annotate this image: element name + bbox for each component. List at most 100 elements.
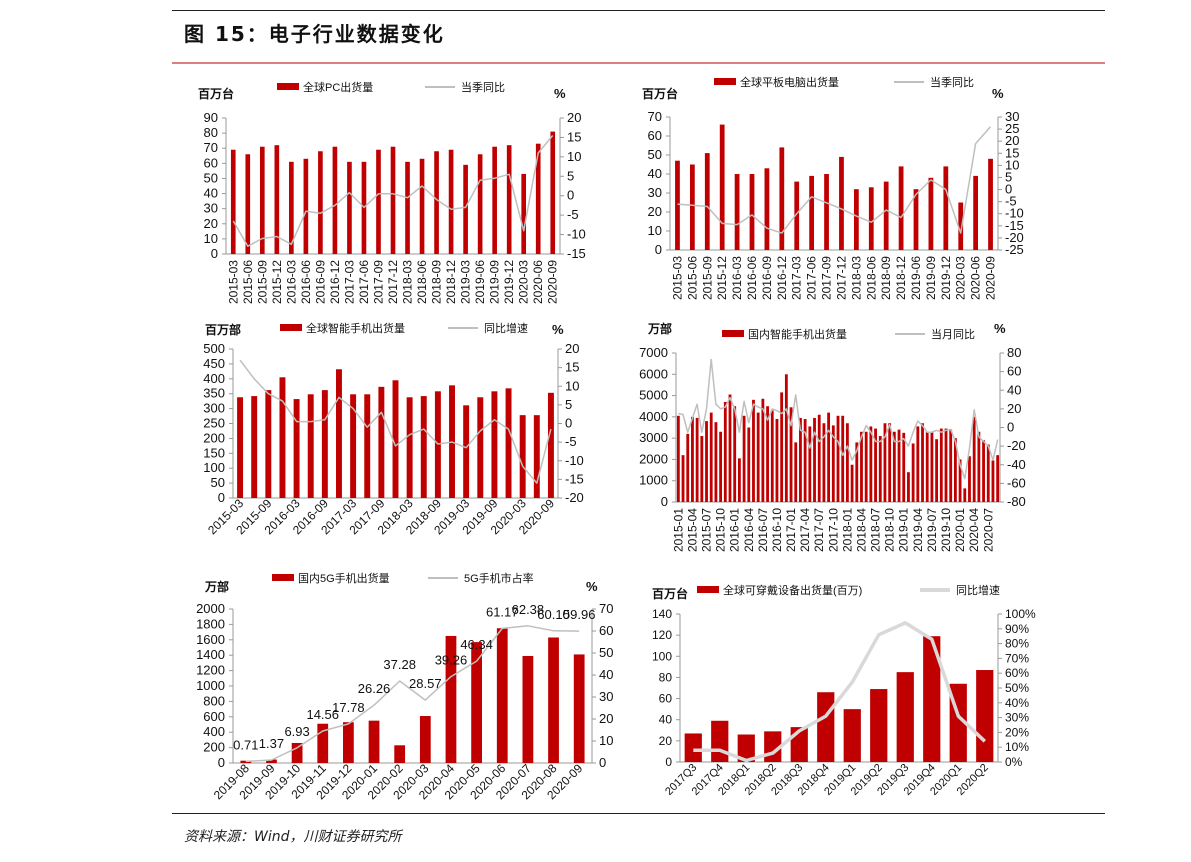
data-label: 46.34 — [460, 637, 493, 652]
bar — [799, 417, 802, 502]
bar — [681, 455, 685, 502]
right-tick-label: 0 — [567, 188, 574, 203]
line-series — [232, 135, 554, 247]
x-tick-label: 2017-09 — [820, 256, 834, 300]
bar — [265, 390, 272, 498]
left-tick-label: 600 — [203, 709, 225, 724]
x-tick-label: 2020-01 — [953, 508, 967, 552]
right-tick-label: 5 — [1005, 169, 1012, 184]
right-tick-label: 80 — [1007, 345, 1021, 360]
bar — [684, 733, 702, 762]
bar — [836, 415, 840, 502]
bar — [817, 692, 835, 762]
x-tick-label: 2019-10 — [939, 508, 953, 552]
right-tick-label: 50 — [599, 645, 613, 660]
x-tick-label: 2017-03 — [342, 260, 356, 304]
left-tick-label: 0 — [218, 755, 225, 770]
bar — [869, 426, 873, 502]
bar — [780, 392, 784, 502]
bar — [521, 173, 527, 254]
x-tick-label: 2020-09 — [546, 260, 560, 304]
x-tick-label: 2015-03 — [226, 260, 240, 304]
x-tick-label: 2015-07 — [700, 508, 714, 552]
right-unit: % — [552, 322, 564, 337]
left-tick-label: 90 — [204, 110, 218, 125]
bar — [434, 151, 439, 254]
legend-bar-swatch — [280, 324, 302, 331]
bar — [982, 440, 985, 502]
right-tick-label: -5 — [567, 207, 579, 222]
right-tick-label: 10 — [599, 733, 613, 748]
right-tick-label: -10 — [1005, 206, 1024, 221]
bar — [843, 709, 861, 762]
right-tick-label: 15 — [567, 129, 581, 144]
bar — [419, 716, 431, 763]
x-tick-label: 2017-03 — [790, 256, 804, 300]
bar — [839, 156, 844, 250]
right-tick-label: 20 — [567, 110, 581, 125]
left-tick-label: 0 — [211, 246, 218, 261]
right-tick-label: 20 — [599, 711, 613, 726]
left-tick-label: 250 — [203, 416, 225, 431]
bar — [925, 431, 929, 502]
right-tick-label: -10 — [567, 227, 586, 242]
bar — [775, 418, 779, 502]
bar — [761, 398, 765, 502]
bar — [958, 459, 962, 502]
legend-bar-label: 全球PC出货量 — [303, 80, 373, 94]
x-tick-label: 2017-04 — [798, 508, 812, 552]
left-tick-label: 0 — [655, 242, 662, 257]
bar — [817, 414, 821, 502]
right-tick-label: 15 — [1005, 145, 1019, 160]
legend-bar-swatch — [714, 78, 736, 85]
x-tick-label: 2016-12 — [328, 260, 342, 304]
bar — [714, 422, 718, 502]
bar — [492, 146, 497, 254]
bar — [471, 642, 482, 763]
data-label: 14.56 — [306, 707, 339, 722]
bar — [977, 431, 981, 502]
bar — [321, 390, 328, 498]
bar — [364, 394, 371, 498]
bar — [405, 161, 410, 254]
x-tick-label: 2020-06 — [969, 256, 983, 300]
bar — [317, 723, 329, 763]
right-tick-label: -60 — [1007, 475, 1026, 490]
left-tick-label: 0 — [661, 494, 668, 509]
bar — [808, 426, 812, 502]
left-tick-label: 50 — [648, 147, 662, 162]
bar — [709, 412, 713, 502]
left-tick-label: 10 — [204, 231, 218, 246]
x-tick-label: 2020-04 — [967, 508, 981, 552]
x-tick-label: 2016-09 — [760, 256, 774, 300]
right-tick-label: -40 — [1007, 457, 1026, 472]
bar — [749, 174, 755, 250]
data-label: 26.26 — [358, 681, 391, 696]
left-tick-label: 1600 — [196, 632, 225, 647]
bar — [723, 401, 727, 502]
x-tick-label: 2019-09 — [924, 256, 938, 300]
bar — [888, 423, 892, 502]
left-tick-label: 100 — [652, 649, 672, 663]
bar — [307, 394, 314, 498]
left-tick-label: 1000 — [196, 678, 225, 693]
bar — [548, 637, 559, 763]
bar — [689, 164, 695, 250]
x-tick-label: 2018-09 — [879, 256, 893, 300]
right-tick-label: 70% — [1005, 651, 1029, 665]
bar — [928, 177, 934, 250]
left-tick-label: 60 — [204, 155, 218, 170]
x-tick-label: 2019-12 — [939, 256, 953, 300]
bar — [902, 432, 906, 502]
left-tick-label: 300 — [203, 401, 225, 416]
x-tick-label: 2016-04 — [742, 508, 756, 552]
left-tick-label: 500 — [203, 341, 225, 356]
bar — [958, 202, 964, 250]
bar — [737, 734, 755, 762]
bar — [368, 720, 380, 763]
bar — [533, 415, 540, 498]
bar — [505, 388, 512, 498]
right-tick-label: 90% — [1005, 622, 1029, 636]
data-label: 59.96 — [563, 607, 596, 622]
